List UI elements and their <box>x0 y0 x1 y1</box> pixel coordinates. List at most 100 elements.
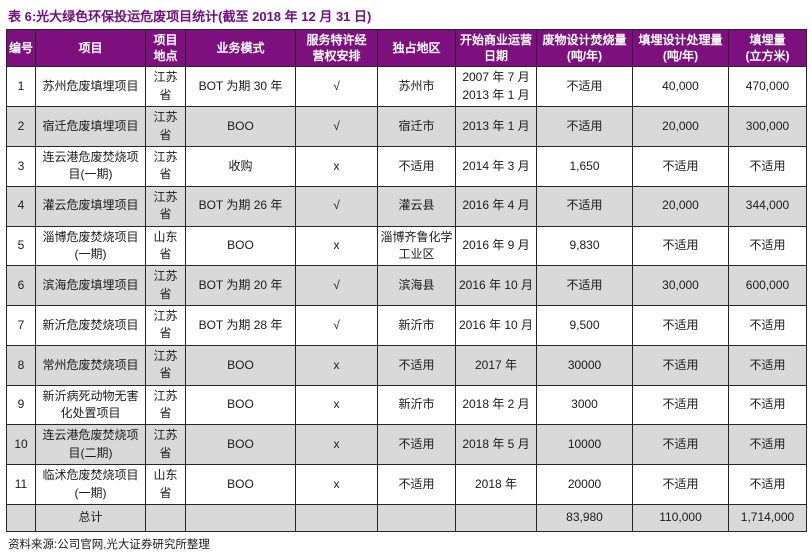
table-cell: 新沂市 <box>377 305 456 346</box>
table-cell: 山东省 <box>145 225 186 267</box>
table-cell: √ <box>295 106 378 147</box>
table-cell: 江苏省 <box>145 344 186 386</box>
table-cell: x <box>295 344 378 386</box>
table-cell: 2017 年 <box>455 344 537 386</box>
source-note: 资料来源:公司官网,光大证券研究所整理 <box>8 538 210 551</box>
table-cell: 淄博齐鲁化学工业区 <box>377 225 456 267</box>
table-cell: 2 <box>6 106 36 147</box>
table-cell: 江苏省 <box>145 424 186 466</box>
table-cell: 苏州市 <box>377 66 456 108</box>
table-row: 1 苏州危废填埋项目 江苏省 BOT 为期 30 年 √ 苏州市 2007 年 7 月 20… <box>6 66 807 108</box>
table-cell: 9,500 <box>536 305 633 346</box>
table-cell: 1,650 <box>536 145 633 187</box>
table-cell: BOT 为期 20 年 <box>185 265 296 307</box>
table-cell: 不适用 <box>728 424 807 466</box>
table-cell: 新沂危废焚烧项目 <box>35 305 146 346</box>
table-cell: √ <box>295 265 378 307</box>
col-header-operation-date: 开始商业运营 日期 <box>455 28 537 68</box>
table-cell <box>377 503 456 532</box>
table-cell: 30000 <box>536 344 633 386</box>
table-cell: 不适用 <box>728 305 807 346</box>
table-cell <box>185 503 296 532</box>
col-header-incineration-capacity: 废物设计焚烧量 (吨/年) <box>536 28 633 68</box>
col-header-project: 项目 <box>35 28 146 68</box>
table-row: 7 新沂危废焚烧项目 江苏省 BOT 为期 28 年 √ 新沂市 2016 年 10 月 9,… <box>6 305 807 346</box>
table-cell: 3 <box>6 145 36 187</box>
table-cell: 江苏省 <box>145 66 186 108</box>
table-cell: 2016 年 10 月 <box>455 265 537 307</box>
table-cell: 不适用 <box>377 424 456 466</box>
table-cell: 110,000 <box>632 503 729 532</box>
table-cell: 不适用 <box>632 145 729 187</box>
table-cell: 不适用 <box>632 464 729 505</box>
table-cell: BOO <box>185 344 296 386</box>
table-cell: 总计 <box>35 503 146 532</box>
col-header-exclusive-region: 独占地区 <box>377 28 456 68</box>
table-cell: 山东省 <box>145 464 186 505</box>
table-cell: 8 <box>6 344 36 386</box>
table-cell: 常州危废焚烧项目 <box>35 344 146 386</box>
table-cell: 滨海县 <box>377 265 456 307</box>
table-cell: 滨海危废填埋项目 <box>35 265 146 307</box>
table-cell: 新沂病死动物无害化处置项目 <box>35 384 146 426</box>
table-cell: 5 <box>6 225 36 267</box>
table-cell: 不适用 <box>632 424 729 466</box>
table-body: 1 苏州危废填埋项目 江苏省 BOT 为期 30 年 √ 苏州市 2007 年 7 月 20… <box>6 66 807 532</box>
table-cell: 江苏省 <box>145 106 186 147</box>
table-cell: 20,000 <box>632 106 729 147</box>
hazardous-waste-projects-table: 编号 项目 项目 地点 业务模式 服务特许经 营权安排 独占地区 开始商业运营 … <box>6 28 807 532</box>
table-cell: 不适用 <box>728 464 807 505</box>
col-header-location: 项目 地点 <box>145 28 186 68</box>
table-cell: 连云港危废焚烧项目(二期) <box>35 424 146 466</box>
table-cell: 江苏省 <box>145 185 186 227</box>
table-cell: 2007 年 7 月 2013 年 1 月 <box>455 66 537 108</box>
table-cell: 30,000 <box>632 265 729 307</box>
page-title: 表 6:光大绿色环保投运危废项目统计(截至 2018 年 12 月 31 日) <box>8 9 372 24</box>
table-cell: 不适用 <box>632 344 729 386</box>
table-cell: 2013 年 1 月 <box>455 106 537 147</box>
table-cell: 4 <box>6 185 36 227</box>
table-cell: 苏州危废填埋项目 <box>35 66 146 108</box>
table-cell: 344,000 <box>728 185 807 227</box>
table-cell: 11 <box>6 464 36 505</box>
table-cell: 不适用 <box>728 344 807 386</box>
table-cell: 灌云危废填埋项目 <box>35 185 146 227</box>
table-cell: 470,000 <box>728 66 807 108</box>
table-row: 3 连云港危废焚烧项目(一期) 江苏省 收购 x 不适用 2014 年 3 月 1,650 不适… <box>6 145 807 187</box>
table-row: 11 临沭危废焚烧项目(一期) 山东省 BOO x 不适用 2018 年 20000 不适用 不适… <box>6 464 807 505</box>
table-cell: BOO <box>185 384 296 426</box>
table-cell: x <box>295 145 378 187</box>
table-cell: √ <box>295 185 378 227</box>
table-cell: 2016 年 9 月 <box>455 225 537 267</box>
table-cell: 不适用 <box>632 225 729 267</box>
table-cell: √ <box>295 66 378 108</box>
table-cell: 40,000 <box>632 66 729 108</box>
table-cell: BOT 为期 26 年 <box>185 185 296 227</box>
table-cell: 江苏省 <box>145 384 186 426</box>
table-cell: x <box>295 384 378 426</box>
table-cell: x <box>295 225 378 267</box>
table-cell: 不适用 <box>536 106 633 147</box>
table-cell: 淄博危废焚烧项目(一期) <box>35 225 146 267</box>
table-cell <box>295 503 378 532</box>
table-cell: 2016 年 4 月 <box>455 185 537 227</box>
table-cell: 江苏省 <box>145 145 186 187</box>
table-cell: 300,000 <box>728 106 807 147</box>
table-cell: 10 <box>6 424 36 466</box>
table-row: 10 连云港危废焚烧项目(二期) 江苏省 BOO x 不适用 2018 年 5 月 10000… <box>6 424 807 466</box>
table-row: 9 新沂病死动物无害化处置项目 江苏省 BOO x 新沂市 2018 年 2 月 3000 不适… <box>6 384 807 426</box>
table-cell: 不适用 <box>536 265 633 307</box>
table-cell: 不适用 <box>728 145 807 187</box>
table-cell: 9,830 <box>536 225 633 267</box>
table-cell: BOT 为期 28 年 <box>185 305 296 346</box>
table-row: 8 常州危废焚烧项目 江苏省 BOO x 不适用 2017 年 30000 不适用 不适用 <box>6 344 807 386</box>
table-cell: 1 <box>6 66 36 108</box>
table-cell: 新沂市 <box>377 384 456 426</box>
table-cell: 不适用 <box>377 344 456 386</box>
table-header: 编号 项目 项目 地点 业务模式 服务特许经 营权安排 独占地区 开始商业运营 … <box>6 28 807 68</box>
table-cell: √ <box>295 305 378 346</box>
table-cell <box>6 503 36 532</box>
table-cell: 临沭危废焚烧项目(一期) <box>35 464 146 505</box>
table-cell <box>455 503 537 532</box>
table-cell: 83,980 <box>536 503 633 532</box>
